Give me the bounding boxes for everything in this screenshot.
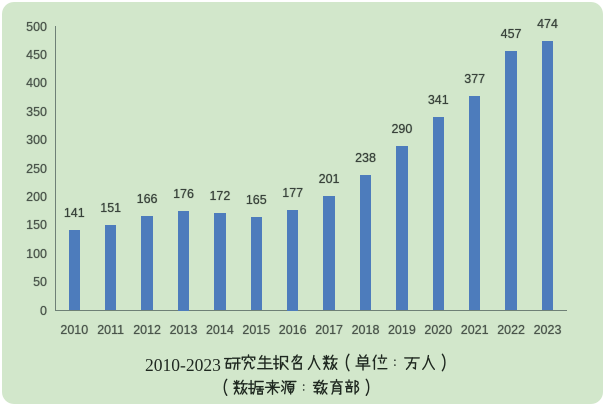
- svg-text:2010-2023: 2010-2023: [145, 355, 221, 375]
